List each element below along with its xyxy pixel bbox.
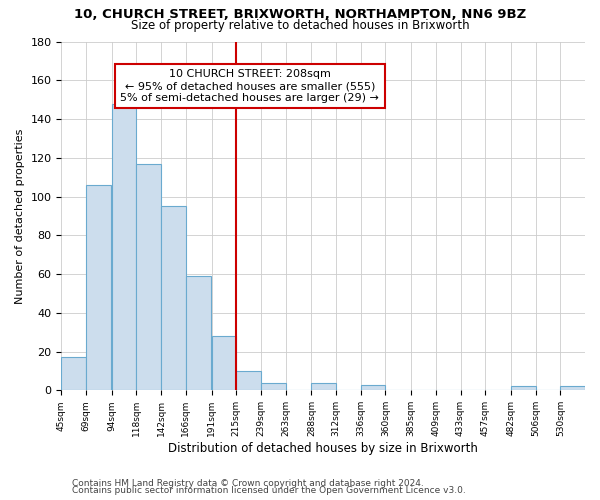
Bar [86,185,111,390]
Bar [311,382,336,390]
Bar [261,382,286,390]
Text: Size of property relative to detached houses in Brixworth: Size of property relative to detached ho… [131,18,469,32]
Text: 10, CHURCH STREET, BRIXWORTH, NORTHAMPTON, NN6 9BZ: 10, CHURCH STREET, BRIXWORTH, NORTHAMPTO… [74,8,526,20]
Text: Contains public sector information licensed under the Open Government Licence v3: Contains public sector information licen… [72,486,466,495]
Text: Contains HM Land Registry data © Crown copyright and database right 2024.: Contains HM Land Registry data © Crown c… [72,478,424,488]
Bar [186,276,211,390]
Bar [236,371,261,390]
Bar [560,386,585,390]
Y-axis label: Number of detached properties: Number of detached properties [15,128,25,304]
X-axis label: Distribution of detached houses by size in Brixworth: Distribution of detached houses by size … [168,442,478,455]
Bar [511,386,536,390]
Bar [112,104,136,391]
Text: 10 CHURCH STREET: 208sqm
← 95% of detached houses are smaller (555)
5% of semi-d: 10 CHURCH STREET: 208sqm ← 95% of detach… [121,70,379,102]
Bar [161,206,186,390]
Bar [136,164,161,390]
Bar [61,358,86,390]
Bar [361,384,385,390]
Bar [212,336,236,390]
